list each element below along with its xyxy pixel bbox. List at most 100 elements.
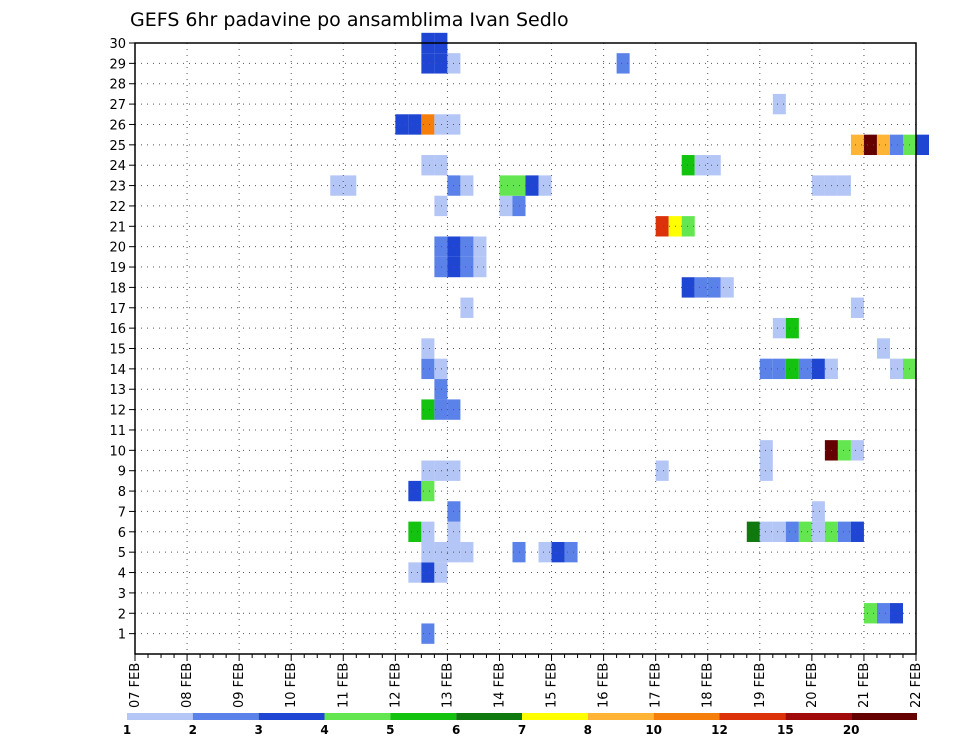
x-tick-label: 12 FEB — [388, 663, 403, 708]
heatmap-cell — [889, 603, 903, 624]
color-legend: 1 2 3 4 5 6 7 8 10 12 15 20 — [123, 713, 917, 737]
y-tick-label: 21 — [109, 220, 126, 235]
heatmap-cell — [499, 175, 513, 196]
y-tick-label: 15 — [109, 343, 126, 358]
heatmap-cell — [785, 521, 799, 542]
heatmap-cell — [785, 358, 799, 380]
heatmap-cell — [772, 93, 786, 115]
legend-swatch — [653, 713, 720, 720]
heatmap-cell — [759, 440, 773, 461]
x-tick-label: 13 FEB — [440, 663, 455, 708]
x-tick-label: 10 FEB — [284, 663, 299, 708]
heatmap-cell — [538, 175, 552, 196]
y-tick-label: 18 — [109, 281, 126, 296]
heatmap-cell — [434, 358, 448, 380]
grid-lines — [135, 43, 916, 654]
heatmap-cell — [434, 195, 448, 217]
x-tick-label: 11 FEB — [336, 663, 351, 708]
y-tick-label: 19 — [109, 261, 126, 276]
heatmap-cell — [655, 460, 669, 481]
heatmap-cell — [694, 277, 708, 298]
y-tick-label: 12 — [109, 404, 126, 419]
y-tick-label: 10 — [109, 444, 126, 459]
y-tick-label: 17 — [109, 302, 126, 317]
heatmap-cell — [707, 155, 721, 176]
y-tick-label: 24 — [109, 159, 126, 174]
x-tick-label: 21 FEB — [857, 663, 872, 708]
y-tick-label: 22 — [109, 200, 126, 215]
heatmap-cell — [473, 236, 487, 257]
heatmap-cell — [759, 521, 773, 542]
legend-label: 3 — [254, 723, 262, 737]
heatmap-cell — [850, 521, 864, 542]
y-tick-label: 16 — [109, 322, 126, 337]
heatmap-cell — [655, 216, 669, 237]
heatmap-cell — [421, 623, 435, 644]
heatmap-cell — [798, 521, 812, 542]
legend-swatch — [456, 713, 522, 720]
legend-label: 1 — [123, 723, 131, 737]
heatmap-cell — [863, 603, 877, 624]
heatmap-cell — [850, 440, 864, 461]
heatmap-cell — [837, 521, 851, 542]
legend-swatch — [258, 713, 325, 720]
heatmap-cell — [876, 134, 890, 156]
y-tick-label: 11 — [109, 424, 126, 439]
heatmap-cell — [772, 317, 786, 339]
heatmap-cells — [330, 32, 930, 644]
y-tick-label: 13 — [109, 383, 126, 398]
legend-label: 7 — [518, 723, 526, 737]
heatmap-cell — [863, 134, 877, 156]
legend-label: 20 — [843, 723, 860, 737]
heatmap-cell — [434, 562, 448, 583]
heatmap-cell — [499, 195, 513, 217]
y-tick-label: 1 — [118, 628, 126, 643]
heatmap-cell — [460, 297, 474, 318]
heatmap-cell — [694, 155, 708, 176]
heatmap-cell — [434, 114, 448, 135]
legend-swatch — [785, 713, 852, 720]
heatmap-cell — [876, 338, 890, 359]
heatmap-cell — [434, 236, 448, 257]
y-tick-label: 27 — [109, 98, 126, 113]
heatmap-cell — [460, 236, 474, 257]
heatmap-cell — [421, 358, 435, 380]
y-tick-label: 25 — [109, 139, 126, 154]
legend-swatch — [851, 713, 917, 720]
x-tick-label: 09 FEB — [232, 663, 247, 708]
x-axis: 07 FEB 08 FEB 09 FEB 10 FEB 11 FEB 12 FEB 13 F… — [128, 654, 924, 708]
heatmap-cell — [421, 562, 435, 583]
heatmap-cell — [434, 460, 448, 481]
heatmap-cell — [772, 521, 786, 542]
heatmap-cell — [850, 297, 864, 318]
x-tick-label: 19 FEB — [753, 663, 768, 708]
heatmap-cell — [421, 399, 435, 420]
heatmap-cell — [343, 175, 357, 196]
heatmap-cell — [850, 134, 864, 156]
heatmap-cell — [811, 358, 825, 380]
heatmap-cell — [473, 256, 487, 278]
legend-label: 2 — [189, 723, 197, 737]
heatmap-cell — [421, 521, 435, 542]
y-tick-label: 7 — [118, 505, 126, 520]
heatmap-cell — [616, 53, 630, 74]
heatmap-cell — [707, 277, 721, 298]
y-tick-label: 30 — [109, 37, 126, 52]
heatmap-cell — [889, 358, 903, 380]
heatmap-cell — [785, 317, 799, 339]
heatmap-cell — [538, 541, 552, 563]
heatmap-cell — [837, 440, 851, 461]
y-tick-label: 8 — [118, 485, 126, 500]
heatmap-cell — [525, 175, 539, 196]
heatmap-cell — [421, 53, 435, 74]
x-tick-label: 22 FEB — [909, 663, 924, 708]
legend-label: 10 — [645, 723, 662, 737]
y-tick-label: 28 — [109, 78, 126, 93]
legend-label: 8 — [584, 723, 592, 737]
heatmap-cell — [512, 175, 526, 196]
x-tick-label: 17 FEB — [649, 663, 664, 708]
x-tick-label: 08 FEB — [180, 663, 195, 708]
y-tick-label: 3 — [118, 587, 126, 602]
heatmap-cell — [330, 175, 344, 196]
heatmap-cell — [681, 216, 695, 237]
